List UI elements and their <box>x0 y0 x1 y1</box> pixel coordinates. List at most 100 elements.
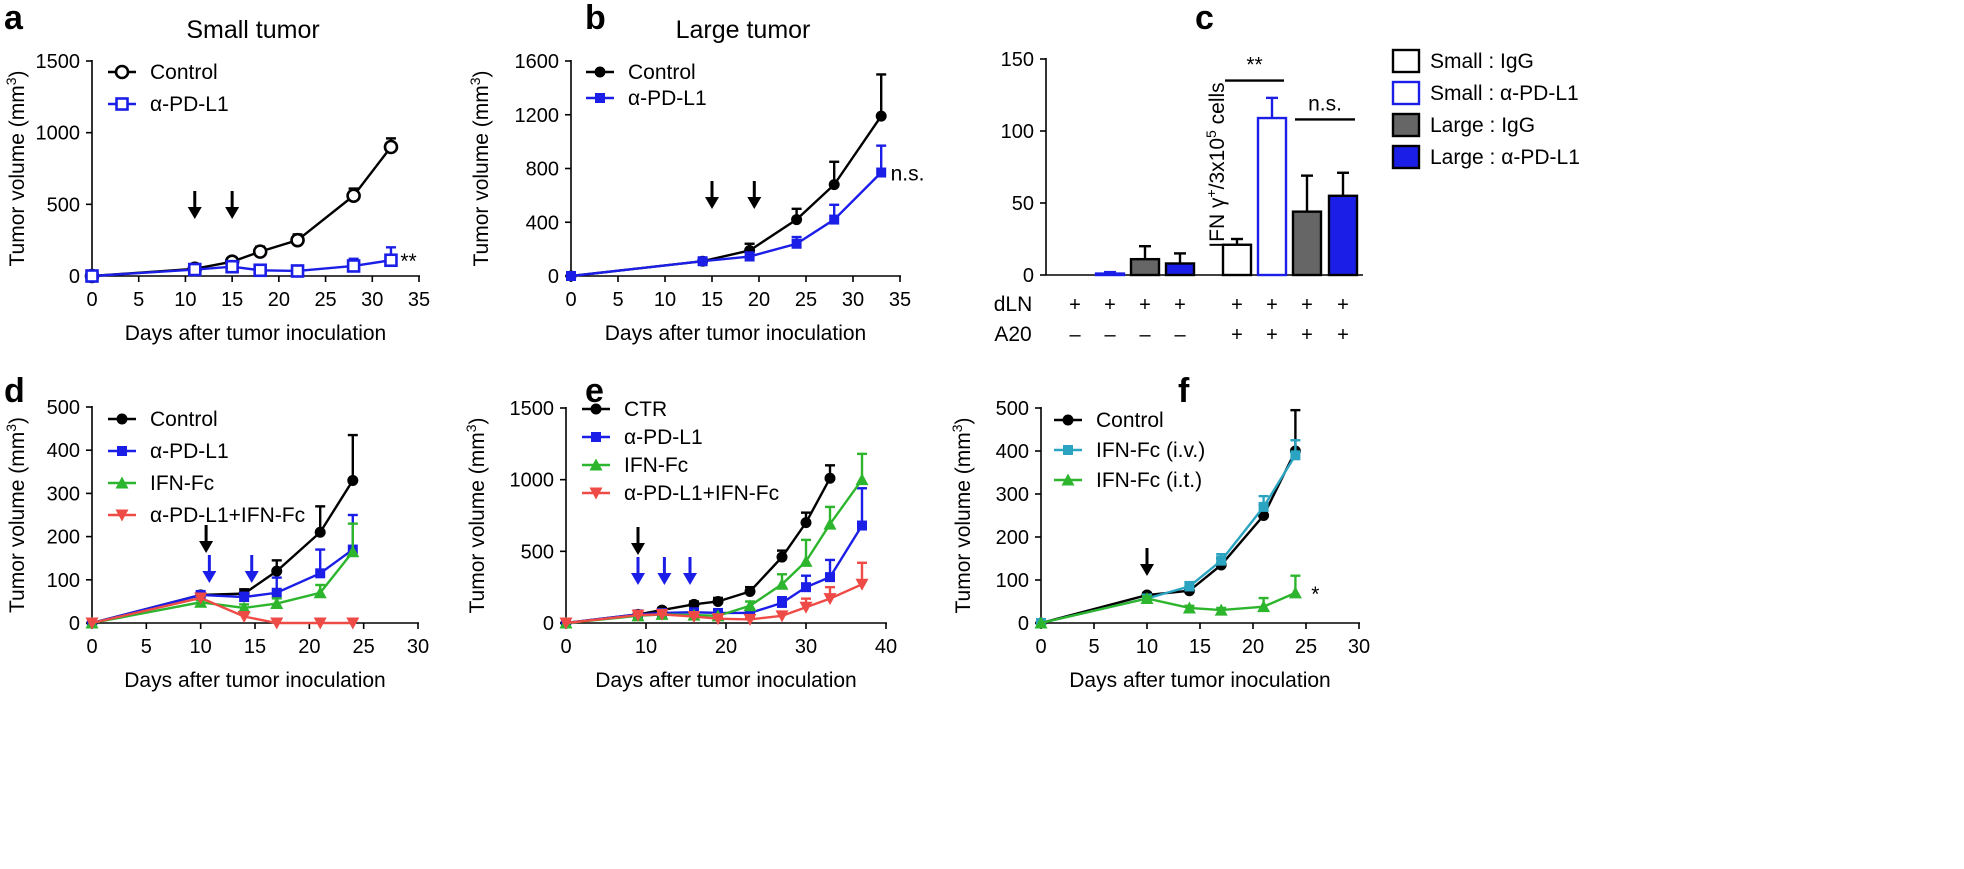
legend-entry: Small : α-PD-L1 <box>1393 82 1579 105</box>
x-tick-label: 10 <box>174 289 196 311</box>
dosing-arrow-head <box>657 573 671 585</box>
x-tick-label: 20 <box>268 289 290 311</box>
row-label-a20: A20 <box>994 323 1031 346</box>
dln-sign: + <box>1174 294 1186 316</box>
x-tick-label: 15 <box>244 636 266 658</box>
chart-panel-a: 0 5 10 15 20 25 30 35050010001500Days after tum… <box>3 51 430 345</box>
legend-entry: Control <box>108 408 218 431</box>
data-point <box>829 215 839 225</box>
y-tick-label: 0 <box>1023 265 1034 287</box>
x-axis-label: Days after tumor inoculation <box>605 322 866 345</box>
legend-marker <box>116 66 128 78</box>
y-tick-label: 500 <box>521 541 554 563</box>
bar-group <box>1223 239 1251 275</box>
bar <box>1131 259 1159 275</box>
series-line <box>92 598 353 623</box>
legend-label: Control <box>1096 409 1164 432</box>
dosing-arrow <box>631 557 645 585</box>
y-tick-label: 500 <box>47 397 80 419</box>
dln-sign: + <box>1301 294 1313 316</box>
legend-marker <box>117 446 127 456</box>
data-point <box>272 588 282 598</box>
y-tick-label: 100 <box>996 570 1029 592</box>
y-tick-label: 1500 <box>36 51 81 73</box>
x-tick-label: 30 <box>361 289 383 311</box>
data-point <box>566 271 576 281</box>
bar-group <box>1258 98 1286 275</box>
x-tick-label: 10 <box>635 636 657 658</box>
series-0 <box>566 74 887 281</box>
legend-entry: IFN-Fc (i.t.) <box>1054 469 1202 492</box>
a20-sign: – <box>1104 324 1116 346</box>
significance-annotation: n.s. <box>891 163 925 186</box>
dosing-arrow <box>245 555 259 583</box>
legend-marker <box>591 432 601 442</box>
series-line <box>571 116 881 276</box>
legend-label: IFN-Fc <box>150 472 214 495</box>
bar <box>1096 274 1124 275</box>
y-axis-label: Tumor volume (mm3) <box>467 70 493 266</box>
a20-sign: + <box>1231 324 1243 346</box>
x-axis-label: Days after tumor inoculation <box>595 669 856 692</box>
dln-sign: + <box>1069 294 1081 316</box>
x-tick-label: 0 <box>565 289 576 311</box>
legend-label: Large : α-PD-L1 <box>1430 146 1580 169</box>
y-tick-label: 1600 <box>515 51 560 73</box>
x-tick-label: 10 <box>654 289 676 311</box>
bar-group <box>1131 246 1159 275</box>
dosing-arrow-head <box>705 197 719 209</box>
data-point <box>801 582 811 592</box>
dosing-arrow <box>225 191 239 219</box>
series-1 <box>566 146 886 281</box>
panel-label-b: b <box>585 0 606 37</box>
data-point <box>825 572 835 582</box>
x-tick-label: 20 <box>1242 636 1264 658</box>
legend-entry: α-PD-L1+IFN-Fc <box>108 504 305 527</box>
legend-swatch <box>1393 82 1419 104</box>
dosing-arrow-head <box>631 573 645 585</box>
y-tick-label: 1000 <box>510 470 555 492</box>
y-tick-label: 300 <box>47 483 80 505</box>
data-point <box>857 521 867 531</box>
series-line <box>92 147 391 276</box>
bar-group <box>1293 176 1321 275</box>
data-point <box>698 256 708 266</box>
data-point <box>777 552 788 563</box>
y-tick-label: 1200 <box>515 105 560 127</box>
dosing-arrow-head <box>188 207 202 219</box>
a20-sign: – <box>1174 324 1186 346</box>
x-tick-label: 5 <box>141 636 152 658</box>
x-tick-label: 20 <box>748 289 770 311</box>
dosing-arrow <box>188 191 202 219</box>
data-point <box>777 598 787 608</box>
y-tick-label: 1000 <box>36 123 81 145</box>
x-tick-label: 25 <box>314 289 336 311</box>
data-point <box>800 555 813 567</box>
series-line <box>92 260 391 276</box>
chart-panel-e: 0 10 20 30 40050010001500Days after tumor in… <box>463 398 897 692</box>
legend-label: Large : IgG <box>1430 114 1535 137</box>
x-tick-label: 35 <box>889 289 911 311</box>
data-point <box>189 264 200 275</box>
series-2 <box>1035 576 1302 629</box>
data-point <box>876 168 886 178</box>
y-tick-label: 200 <box>996 527 1029 549</box>
data-point <box>745 586 756 597</box>
legend-marker <box>595 93 605 103</box>
data-point <box>348 190 360 202</box>
dosing-arrow <box>747 181 761 209</box>
bar-group <box>1329 173 1357 275</box>
legend-marker <box>1063 415 1074 426</box>
legend-label: α-PD-L1 <box>624 426 703 449</box>
x-tick-label: 30 <box>795 636 817 658</box>
y-tick-label: 800 <box>526 159 559 181</box>
y-axis-label: Tumor volume (mm3) <box>949 417 975 613</box>
panel-label-a: a <box>4 0 24 37</box>
data-point <box>315 568 325 578</box>
dosing-arrow-head <box>631 543 645 555</box>
x-tick-label: 15 <box>221 289 243 311</box>
legend-label: α-PD-L1+IFN-Fc <box>624 482 779 505</box>
data-point <box>385 255 396 266</box>
panel-label-f: f <box>1178 372 1190 410</box>
